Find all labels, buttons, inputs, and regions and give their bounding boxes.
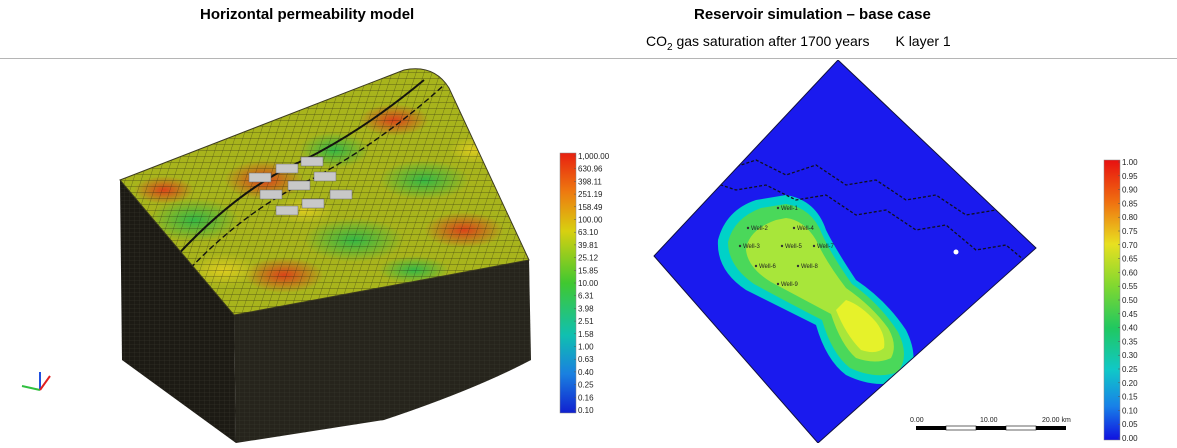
colorbar-tick-label: 2.51 — [578, 317, 594, 326]
colorbar-tick-label: 0.90 — [1122, 186, 1138, 195]
colorbar-tick-label: 0.45 — [1122, 310, 1138, 319]
colorbar-tick-label: 25.12 — [578, 254, 599, 263]
simulation-domain — [654, 60, 1036, 443]
permeability-colorbar — [559, 152, 577, 414]
subtitle-sub: 2 — [667, 41, 673, 53]
colorbar-tick-label: 0.75 — [1122, 227, 1138, 236]
permeability-model-figure: 1,000.00 630.96 398.11 251.19 158.49 100.00 63… — [21, 68, 610, 443]
colorbar-tick-label: 0.80 — [1122, 213, 1138, 222]
left-panel-title: Horizontal permeability model — [200, 6, 415, 23]
colorbar-tick-label: 0.25 — [578, 381, 594, 390]
colorbar-tick-label: 0.85 — [1122, 199, 1138, 208]
subtitle-layer: K layer 1 — [895, 33, 951, 49]
colorbar-tick-label: 0.95 — [1122, 172, 1138, 181]
permeability-model-panel: 1,000.00 630.96 398.11 251.19 158.49 100.00 63… — [4, 60, 631, 443]
colorbar-tick-label: 158.49 — [578, 203, 603, 212]
colorbar-tick-label: 10.00 — [578, 279, 599, 288]
co2-plume — [695, 154, 1036, 384]
header-divider — [0, 58, 1177, 59]
colorbar-tick-label: 0.55 — [1122, 282, 1138, 291]
well-label: Well-5 — [785, 244, 803, 250]
colorbar-tick-label: 1.00 — [1122, 158, 1138, 167]
colorbar-tick-label: 0.70 — [1122, 241, 1138, 250]
colorbar-tick-label: 0.35 — [1122, 337, 1138, 346]
saturation-colorbar-ticks: 1.00 0.95 0.90 0.85 0.80 0.75 0.70 0.65 0.60 0.55… — [1118, 158, 1138, 443]
colorbar-tick-label: 251.19 — [578, 190, 603, 199]
subtitle-pre: CO — [646, 33, 667, 49]
colorbar-tick-label: 0.65 — [1122, 255, 1138, 264]
colorbar-tick-label: 0.25 — [1122, 365, 1138, 374]
well-label: Well-1 — [781, 206, 799, 212]
colorbar-tick-label: 0.00 — [1122, 434, 1138, 443]
colorbar-tick-label: 0.10 — [1122, 406, 1138, 415]
colorbar-tick-label: 1.00 — [578, 343, 594, 352]
colorbar-tick-label: 100.00 — [578, 216, 603, 225]
colorbar-tick-label: 0.30 — [1122, 351, 1138, 360]
well-label: Well-6 — [759, 264, 777, 270]
well-label: Well-4 — [797, 226, 815, 232]
well-label: Well-3 — [743, 244, 761, 250]
colorbar-tick-label: 0.15 — [1122, 393, 1138, 402]
subtitle-post: gas saturation after 1700 years — [672, 33, 870, 49]
permeability-colorbar-ticks: 1,000.00 630.96 398.11 251.19 158.49 100.00 63… — [574, 152, 610, 415]
scale-bar: 0.00 10.00 20.00 km — [910, 417, 1071, 431]
well-label: Well-9 — [781, 282, 799, 288]
right-panel-subtitle: CO2 gas saturation after 1700 years K lay… — [646, 33, 951, 53]
colorbar-tick-label: 0.05 — [1122, 420, 1138, 429]
scale-label: 20.00 km — [1042, 417, 1071, 424]
saturation-colorbar — [1103, 159, 1121, 441]
colorbar-tick-label: 3.98 — [578, 304, 594, 313]
scale-label: 0.00 — [910, 417, 924, 424]
colorbar-tick-label: 0.60 — [1122, 268, 1138, 277]
colorbar-tick-label: 6.31 — [578, 292, 594, 301]
scale-label: 10.00 — [980, 417, 998, 424]
colorbar-tick-label: 630.96 — [578, 165, 603, 174]
colorbar-tick-label: 0.50 — [1122, 296, 1138, 305]
colorbar-tick-label: 0.16 — [578, 393, 594, 402]
colorbar-tick-label: 0.10 — [578, 406, 594, 415]
colorbar-tick-label: 0.20 — [1122, 379, 1138, 388]
colorbar-tick-label: 0.40 — [578, 368, 594, 377]
colorbar-tick-label: 1.58 — [578, 330, 594, 339]
colorbar-tick-label: 63.10 — [578, 228, 599, 237]
well-labels: Well-1 Well-2 Well-4 Well-3 Well-5 Well-… — [738, 206, 835, 288]
colorbar-tick-label: 39.81 — [578, 241, 599, 250]
colorbar-tick-label: 15.85 — [578, 266, 599, 275]
axis-triad-icon — [21, 372, 51, 391]
well-label: Well-2 — [751, 226, 769, 232]
colorbar-tick-label: 398.11 — [578, 177, 602, 186]
well-markers — [248, 156, 353, 216]
colorbar-tick-label: 0.63 — [578, 355, 594, 364]
well-label: Well-7 — [817, 244, 835, 250]
co2-saturation-panel: Well-1 Well-2 Well-4 Well-3 Well-5 Well-… — [636, 59, 1176, 444]
colorbar-tick-label: 0.40 — [1122, 324, 1138, 333]
colorbar-tick-label: 1,000.00 — [578, 152, 610, 161]
co2-saturation-figure: Well-1 Well-2 Well-4 Well-3 Well-5 Well-… — [653, 59, 1138, 444]
right-panel-title: Reservoir simulation – base case — [694, 6, 931, 23]
well-label: Well-8 — [801, 264, 819, 270]
